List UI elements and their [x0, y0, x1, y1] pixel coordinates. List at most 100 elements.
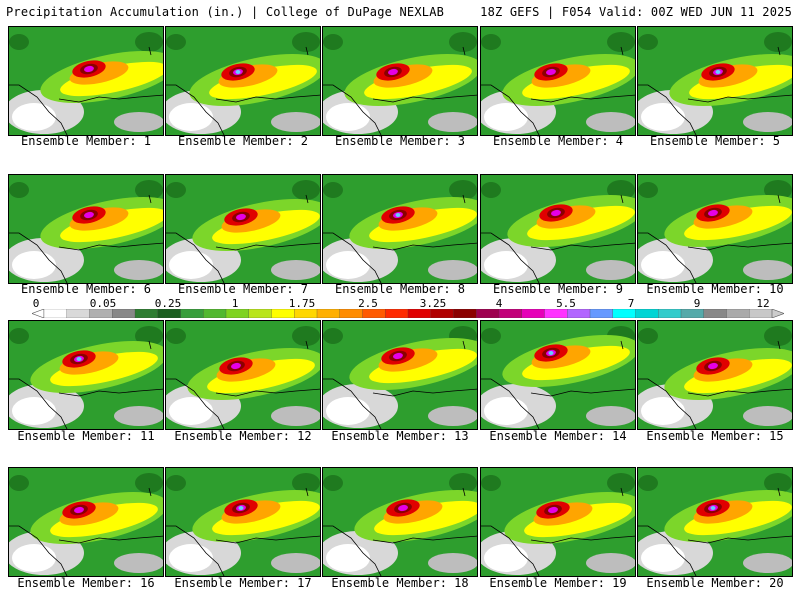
- dry-area: [641, 544, 685, 572]
- state-border-line: [305, 46, 309, 56]
- dry-area: [743, 260, 792, 280]
- chart-title: Precipitation Accumulation (in.) | Colle…: [6, 5, 445, 19]
- state-border-line: [462, 487, 466, 497]
- colorbar-tick-label: 3.25: [419, 297, 447, 310]
- colorbar-swatch: [157, 309, 182, 318]
- state-border-line: [9, 525, 68, 576]
- dry-area: [586, 260, 635, 280]
- state-border-line: [148, 46, 152, 56]
- precip-map: [166, 175, 320, 283]
- precip-peak: [715, 70, 721, 74]
- state-border-line: [620, 46, 624, 56]
- precip-core: [546, 68, 556, 76]
- light-precip-area: [638, 34, 658, 50]
- light-precip-area: [607, 32, 635, 52]
- precip-band: [50, 351, 158, 387]
- colorbar-swatch: [567, 309, 591, 318]
- light-precip-area: [764, 32, 792, 52]
- light-precip-area: [481, 475, 501, 491]
- state-border-line: [323, 525, 382, 576]
- light-precip-area: [764, 180, 792, 200]
- precip-band: [60, 61, 163, 97]
- colorbar-tick-label: 0.25: [154, 297, 182, 310]
- state-border-line: [323, 84, 382, 135]
- state-border-line: [687, 535, 792, 544]
- ensemble-member-map: [165, 174, 321, 284]
- colorbar-swatch: [385, 309, 409, 318]
- light-precip-area: [607, 473, 635, 493]
- state-border-line: [148, 194, 152, 204]
- dry-area: [169, 103, 213, 131]
- ensemble-member-label: Ensemble Member: 2: [177, 134, 309, 148]
- precip-band: [212, 500, 320, 536]
- light-precip-area: [166, 328, 186, 344]
- dry-area: [326, 251, 370, 279]
- state-border-line: [620, 487, 624, 497]
- light-precip-area: [292, 473, 320, 493]
- precip-peak: [238, 506, 244, 510]
- dry-area: [114, 112, 163, 132]
- light-precip-area: [764, 326, 792, 346]
- colorbar-arrow-right: [771, 309, 784, 318]
- precip-map: [638, 468, 792, 576]
- light-precip-area: [323, 328, 343, 344]
- dry-area: [484, 544, 528, 572]
- light-precip-area: [9, 475, 29, 491]
- colorbar-swatch: [112, 309, 136, 318]
- ensemble-member-map: [322, 174, 478, 284]
- state-border-line: [530, 388, 635, 397]
- colorbar-tick-label: 1.75: [288, 297, 316, 310]
- colorbar-swatch: [635, 309, 659, 318]
- precip-band: [522, 345, 630, 381]
- colorbar-swatch: [271, 309, 295, 318]
- colorbar-tick-label: 1: [231, 297, 239, 310]
- state-border-line: [462, 340, 466, 350]
- ensemble-member-map: [480, 320, 636, 430]
- ensemble-member-map: [8, 467, 164, 577]
- precip-map: [481, 321, 635, 429]
- light-precip-area: [323, 182, 343, 198]
- precip-core: [84, 211, 94, 219]
- precip-map: [9, 321, 163, 429]
- dry-area: [586, 112, 635, 132]
- dry-area: [271, 260, 320, 280]
- state-border-line: [58, 535, 163, 544]
- precip-band: [209, 64, 317, 100]
- ensemble-member-label: Ensemble Member: 9: [492, 282, 624, 296]
- state-border-line: [462, 46, 466, 56]
- colorbar-swatch: [703, 309, 728, 318]
- ensemble-member-label: Ensemble Member: 20: [646, 576, 784, 590]
- dry-area: [271, 406, 320, 426]
- ensemble-member-label: Ensemble Member: 10: [646, 282, 784, 296]
- ensemble-member-label: Ensemble Member: 17: [174, 576, 312, 590]
- dry-area: [169, 397, 213, 425]
- colorbar-swatch: [248, 309, 273, 318]
- ensemble-member-label: Ensemble Member: 11: [17, 429, 155, 443]
- dry-area: [12, 544, 56, 572]
- colorbar-swatch: [43, 309, 68, 318]
- colorbar-swatch: [476, 309, 500, 318]
- precip-core: [388, 68, 398, 76]
- dry-area: [12, 251, 56, 279]
- state-border-line: [372, 388, 477, 397]
- light-precip-area: [9, 328, 29, 344]
- light-precip-area: [292, 180, 320, 200]
- ensemble-member-label: Ensemble Member: 1: [20, 134, 152, 148]
- dry-area: [271, 553, 320, 573]
- colorbar-tick-label: 0: [32, 297, 40, 310]
- precip-band: [50, 502, 158, 538]
- dry-area: [326, 397, 370, 425]
- ensemble-member-map: [322, 26, 478, 136]
- light-precip-area: [9, 34, 29, 50]
- dry-area: [428, 406, 477, 426]
- precip-core: [398, 504, 408, 512]
- colorbar-swatch: [430, 309, 455, 318]
- precip-core: [393, 352, 403, 360]
- state-border-line: [481, 378, 540, 429]
- precip-band: [684, 205, 792, 241]
- colorbar-arrow-left: [32, 309, 45, 318]
- dry-area: [484, 397, 528, 425]
- state-border-line: [215, 535, 320, 544]
- precip-map: [323, 468, 477, 576]
- light-precip-area: [166, 182, 186, 198]
